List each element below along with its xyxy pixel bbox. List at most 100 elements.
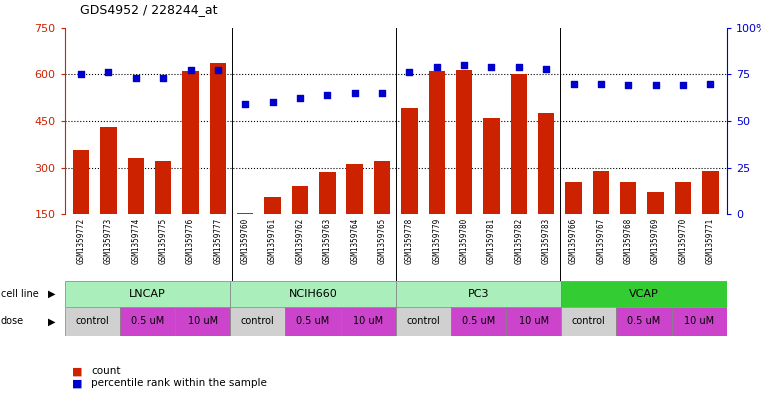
Text: VCAP: VCAP [629, 289, 659, 299]
Bar [340, 307, 396, 336]
Text: GSM1359763: GSM1359763 [323, 217, 332, 264]
Text: 10 uM: 10 uM [187, 316, 218, 326]
Point [349, 90, 361, 96]
Text: GSM1359767: GSM1359767 [597, 217, 606, 264]
Text: GSM1359780: GSM1359780 [460, 217, 469, 264]
Text: GSM1359776: GSM1359776 [186, 217, 195, 264]
Text: LNCAP: LNCAP [129, 289, 166, 299]
Bar [65, 307, 119, 336]
Text: GSM1359762: GSM1359762 [295, 217, 304, 264]
Point [321, 92, 333, 98]
Bar [374, 161, 390, 261]
Bar [538, 113, 555, 261]
Bar [155, 161, 171, 261]
Point [568, 80, 580, 86]
Bar [264, 197, 281, 261]
Point [540, 65, 552, 72]
Point [486, 64, 498, 70]
Text: GSM1359768: GSM1359768 [624, 217, 632, 264]
Text: GSM1359774: GSM1359774 [132, 217, 140, 264]
Bar [483, 118, 500, 261]
Bar [456, 70, 473, 261]
Point [212, 67, 224, 73]
Bar [561, 307, 616, 336]
Bar [291, 186, 308, 261]
Bar [319, 172, 336, 261]
Bar [175, 307, 230, 336]
Bar [428, 71, 445, 261]
Point [458, 62, 470, 68]
Text: GSM1359782: GSM1359782 [514, 217, 524, 264]
Text: 10 uM: 10 uM [684, 316, 715, 326]
Bar [671, 307, 727, 336]
Text: NCIH660: NCIH660 [288, 289, 337, 299]
Point [184, 67, 196, 73]
Point [103, 69, 115, 75]
Bar [561, 281, 727, 307]
Point [403, 69, 416, 75]
Text: 0.5 uM: 0.5 uM [462, 316, 495, 326]
Bar [593, 171, 609, 261]
Text: count: count [91, 366, 121, 376]
Point [650, 82, 662, 88]
Text: control: control [572, 316, 606, 326]
Bar [230, 307, 285, 336]
Bar [401, 108, 418, 261]
Text: GSM1359770: GSM1359770 [679, 217, 687, 264]
Text: ▶: ▶ [48, 289, 56, 299]
Point [294, 95, 306, 101]
Bar [702, 171, 718, 261]
Text: 0.5 uM: 0.5 uM [296, 316, 330, 326]
Bar [675, 182, 691, 261]
Bar [396, 281, 561, 307]
Bar [128, 158, 144, 261]
Bar [210, 63, 226, 261]
Text: GSM1359778: GSM1359778 [405, 217, 414, 264]
Point [513, 64, 525, 70]
Bar [183, 71, 199, 261]
Text: ■: ■ [72, 366, 83, 376]
Bar [648, 193, 664, 261]
Text: GSM1359772: GSM1359772 [77, 217, 85, 264]
Bar [285, 307, 341, 336]
Bar [119, 307, 175, 336]
Point [266, 99, 279, 105]
Point [704, 80, 716, 86]
Text: GSM1359781: GSM1359781 [487, 217, 496, 264]
Text: dose: dose [1, 316, 24, 326]
Text: control: control [241, 316, 275, 326]
Bar [511, 74, 527, 261]
Point [75, 71, 88, 77]
Text: 10 uM: 10 uM [353, 316, 384, 326]
Text: GSM1359769: GSM1359769 [651, 217, 660, 264]
Text: control: control [75, 316, 109, 326]
Text: GSM1359771: GSM1359771 [706, 217, 715, 264]
Point [376, 90, 388, 96]
Text: percentile rank within the sample: percentile rank within the sample [91, 378, 267, 388]
Bar [620, 182, 636, 261]
Text: GSM1359760: GSM1359760 [240, 217, 250, 264]
Bar [346, 164, 363, 261]
Point [595, 80, 607, 86]
Bar [506, 307, 561, 336]
Text: ▶: ▶ [48, 316, 56, 326]
Text: GSM1359765: GSM1359765 [377, 217, 387, 264]
Text: GSM1359761: GSM1359761 [268, 217, 277, 264]
Bar [565, 182, 581, 261]
Text: GSM1359783: GSM1359783 [542, 217, 551, 264]
Text: GSM1359773: GSM1359773 [104, 217, 113, 264]
Point [157, 75, 169, 81]
Point [239, 101, 251, 107]
Bar [100, 127, 116, 261]
Bar [396, 307, 451, 336]
Text: 10 uM: 10 uM [518, 316, 549, 326]
Text: 0.5 uM: 0.5 uM [131, 316, 164, 326]
Point [431, 64, 443, 70]
Bar [65, 281, 230, 307]
Text: 0.5 uM: 0.5 uM [627, 316, 661, 326]
Text: control: control [406, 316, 440, 326]
Text: GSM1359775: GSM1359775 [159, 217, 167, 264]
Text: GSM1359764: GSM1359764 [350, 217, 359, 264]
Bar [73, 151, 89, 261]
Point [129, 75, 142, 81]
